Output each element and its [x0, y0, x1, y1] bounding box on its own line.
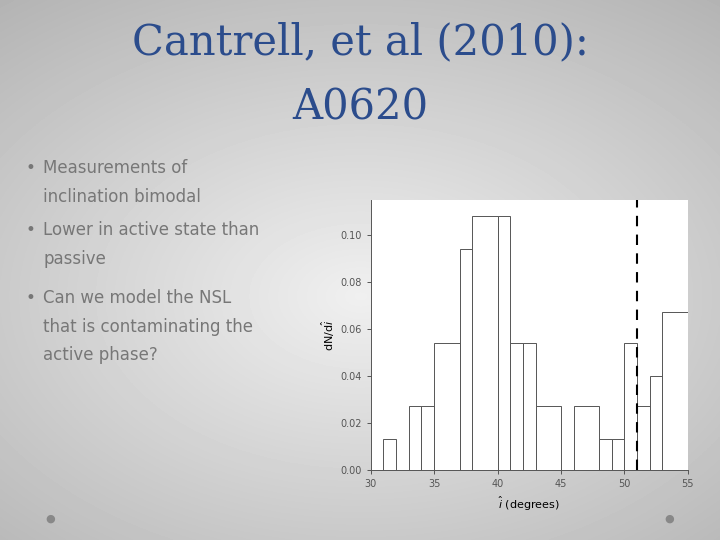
Text: ●: ●: [45, 514, 55, 523]
Bar: [472, 216, 498, 470]
Bar: [523, 343, 536, 470]
Text: active phase?: active phase?: [43, 346, 158, 364]
Bar: [421, 407, 434, 470]
Bar: [409, 407, 421, 470]
Text: A0620: A0620: [292, 86, 428, 129]
Text: passive: passive: [43, 250, 106, 268]
X-axis label: $\hat{i}$ (degrees): $\hat{i}$ (degrees): [498, 495, 560, 513]
Bar: [536, 407, 561, 470]
Bar: [574, 407, 599, 470]
Bar: [649, 376, 662, 470]
Bar: [637, 407, 649, 470]
Bar: [624, 343, 637, 470]
Bar: [498, 216, 510, 470]
Text: Lower in active state than: Lower in active state than: [43, 221, 259, 239]
Bar: [510, 343, 523, 470]
Text: •: •: [25, 221, 35, 239]
Bar: [434, 343, 459, 470]
Bar: [384, 439, 396, 470]
Bar: [611, 439, 624, 470]
Bar: [459, 249, 472, 470]
Text: Cantrell, et al (2010):: Cantrell, et al (2010):: [132, 22, 588, 64]
Bar: [662, 313, 688, 470]
Y-axis label: dN/d$\hat{i}$: dN/d$\hat{i}$: [320, 319, 338, 350]
Text: inclination bimodal: inclination bimodal: [43, 188, 201, 206]
Bar: [599, 439, 611, 470]
Text: Measurements of: Measurements of: [43, 159, 187, 177]
Text: •: •: [25, 289, 35, 307]
Text: that is contaminating the: that is contaminating the: [43, 318, 253, 335]
Text: •: •: [25, 159, 35, 177]
Text: Can we model the NSL: Can we model the NSL: [43, 289, 231, 307]
Text: ●: ●: [665, 514, 675, 523]
